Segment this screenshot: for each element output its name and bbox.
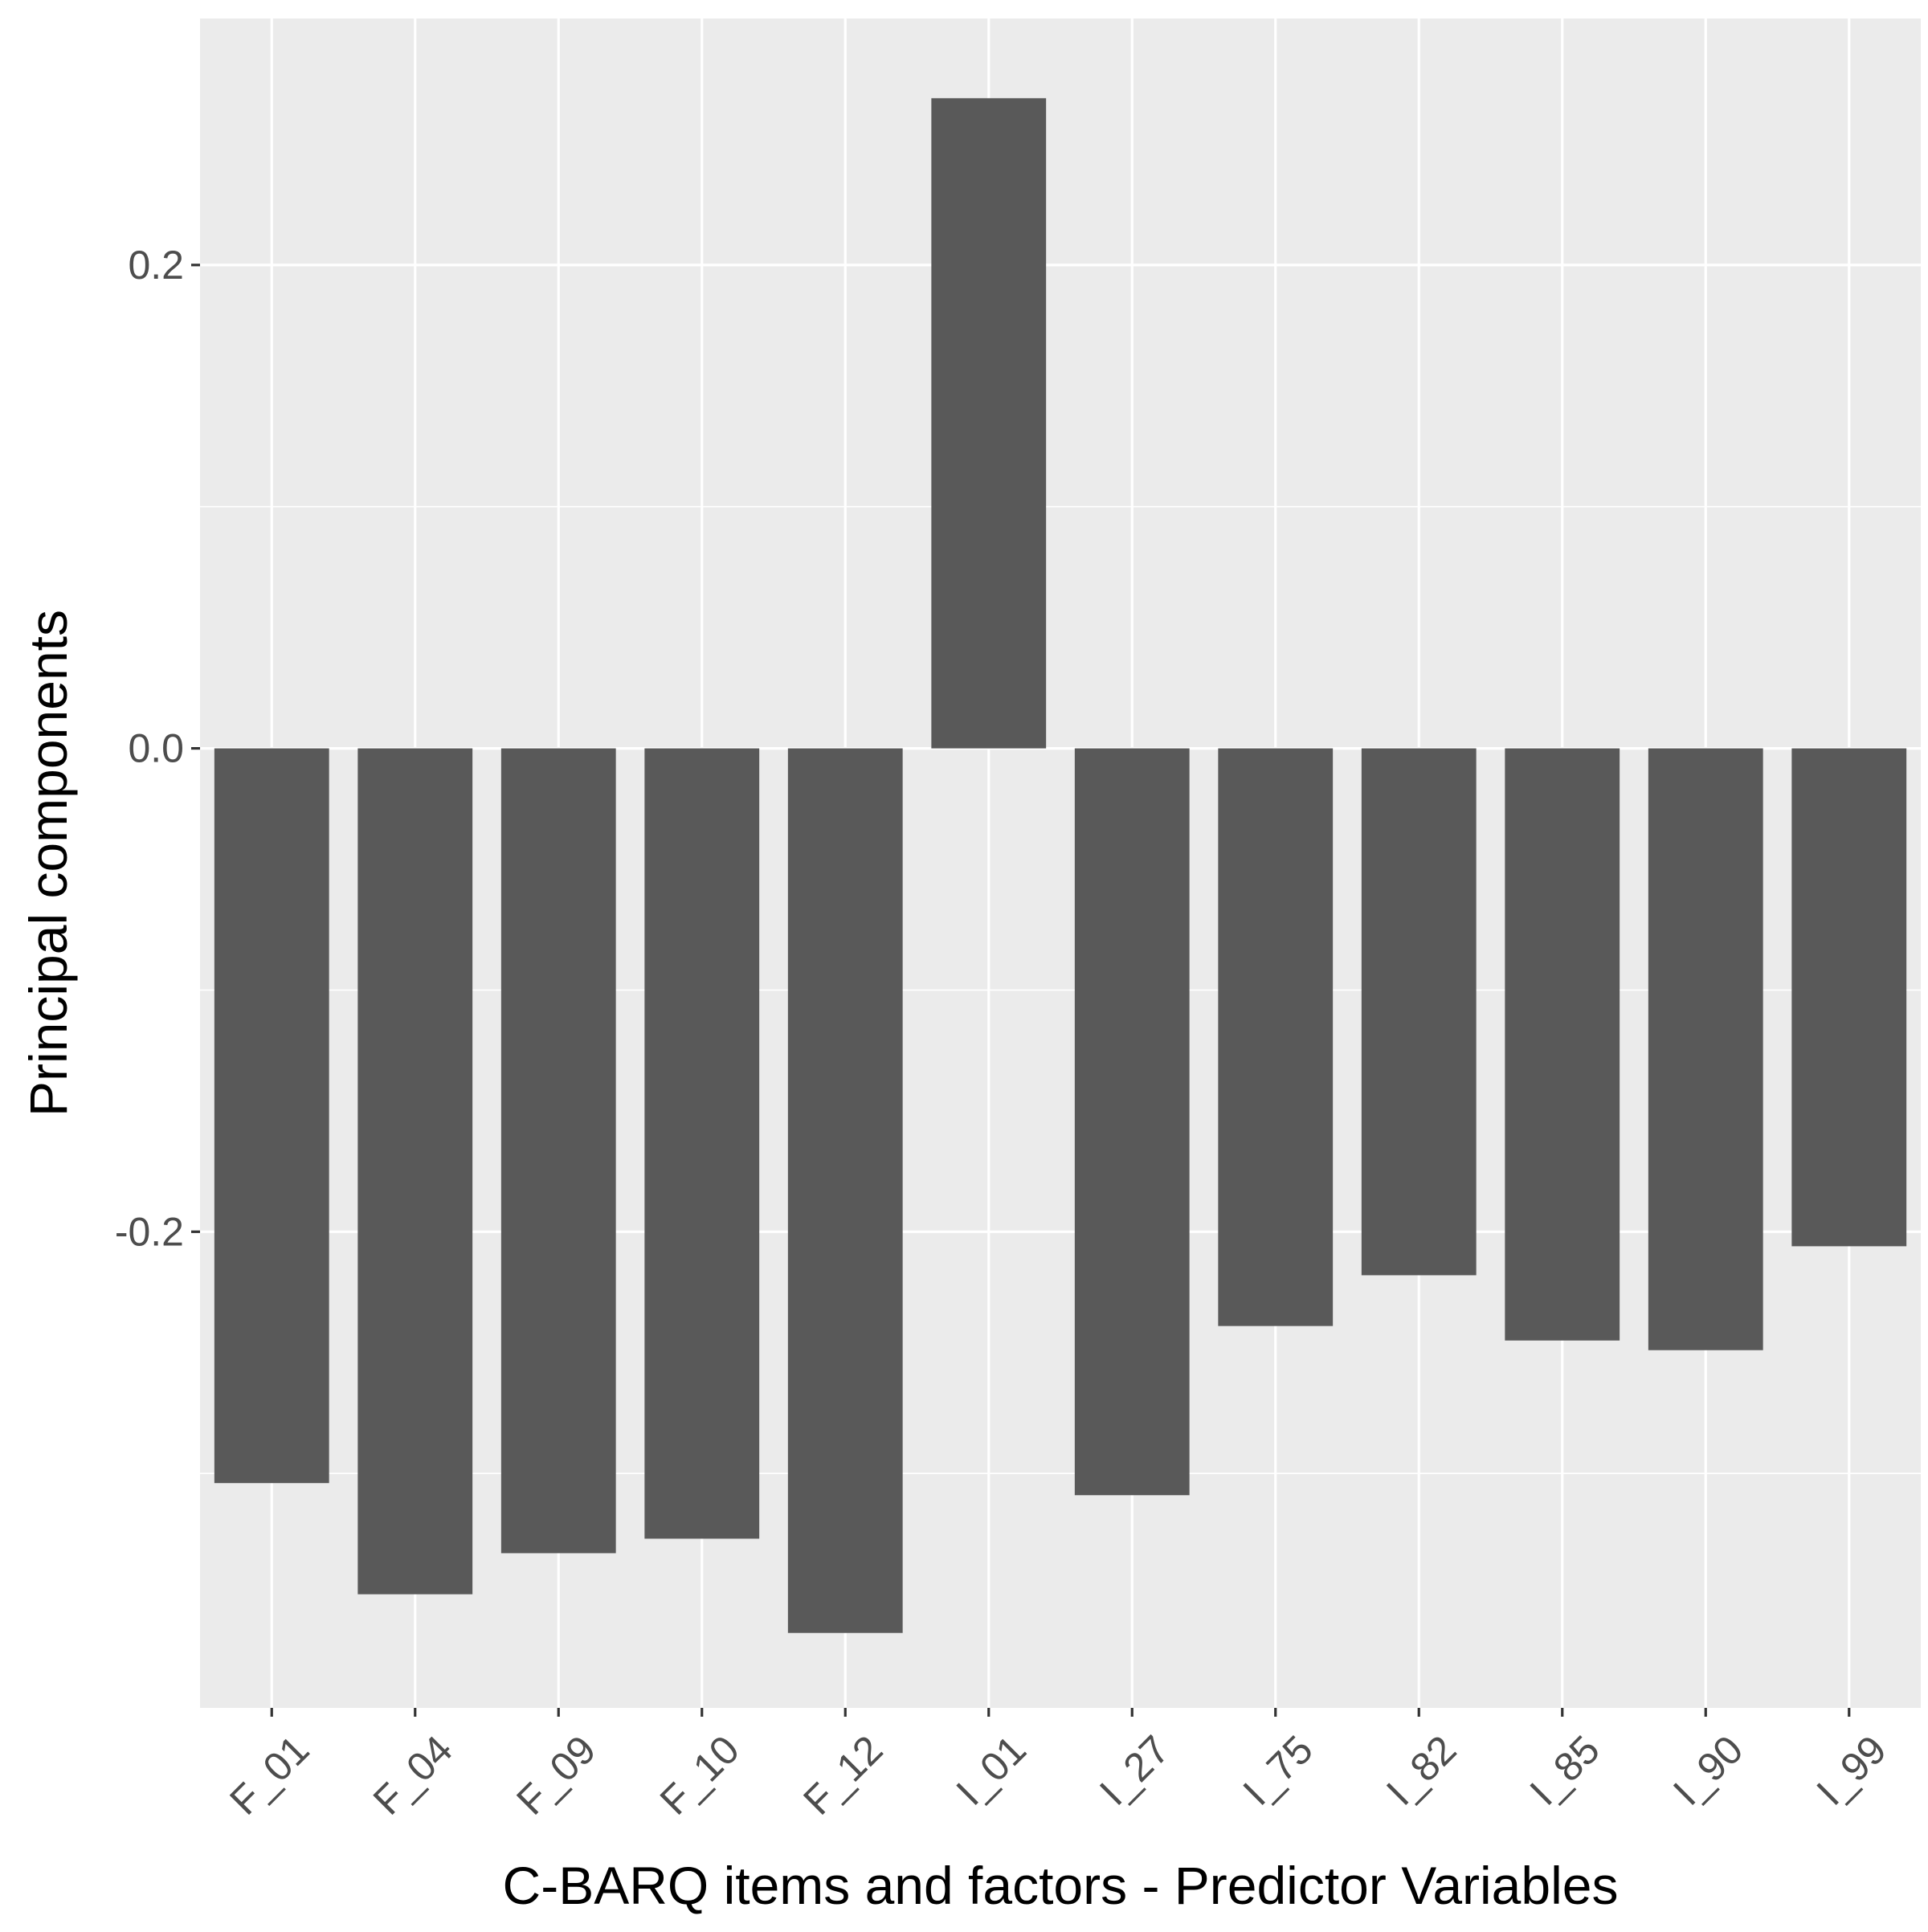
bar-I_99: [1791, 748, 1907, 1247]
bars: [214, 98, 1907, 1633]
y-axis: 0.2 0.0 -0.2: [115, 243, 200, 1254]
x-tick-label: I_90: [1665, 1727, 1751, 1814]
y-tick-label: 0.2: [128, 243, 184, 288]
bar-I_01: [931, 98, 1047, 749]
x-tick-label: F_10: [652, 1727, 748, 1824]
y-tick-label: 0.0: [128, 726, 184, 771]
x-tick-label: I_01: [948, 1727, 1035, 1814]
x-tick-label: F_04: [365, 1727, 461, 1824]
bar-I_82: [1361, 748, 1477, 1276]
bar-F_01: [214, 748, 329, 1484]
bar-I_27: [1074, 748, 1190, 1496]
x-tick-label: I_82: [1378, 1727, 1464, 1814]
bar-F_09: [500, 748, 616, 1554]
x-tick-label: I_27: [1091, 1727, 1178, 1814]
y-tick-label: -0.2: [115, 1209, 184, 1254]
x-tick-label: I_99: [1808, 1727, 1895, 1814]
x-tick-label: F_12: [794, 1727, 891, 1824]
bar-I_90: [1648, 748, 1763, 1350]
bar-I_85: [1505, 748, 1620, 1341]
x-tick-label: F_09: [508, 1727, 604, 1824]
x-axis: F_01 F_04 F_09 F_10 F_12 I_01 I_27 I_75 I_82 I_85…: [221, 1708, 1895, 1824]
x-tick-label: F_01: [221, 1727, 317, 1824]
x-tick-label: I_75: [1235, 1727, 1321, 1814]
plot-panel: [200, 18, 1921, 1708]
bar-F_10: [644, 748, 760, 1539]
bar-I_75: [1218, 748, 1334, 1326]
x-tick-label: I_85: [1522, 1727, 1608, 1814]
x-axis-title: C-BARQ items and factors - Predictor Var…: [503, 1856, 1619, 1915]
bar-F_12: [787, 748, 903, 1633]
y-axis-title: Principal components: [18, 610, 78, 1117]
bar-F_04: [357, 748, 473, 1595]
